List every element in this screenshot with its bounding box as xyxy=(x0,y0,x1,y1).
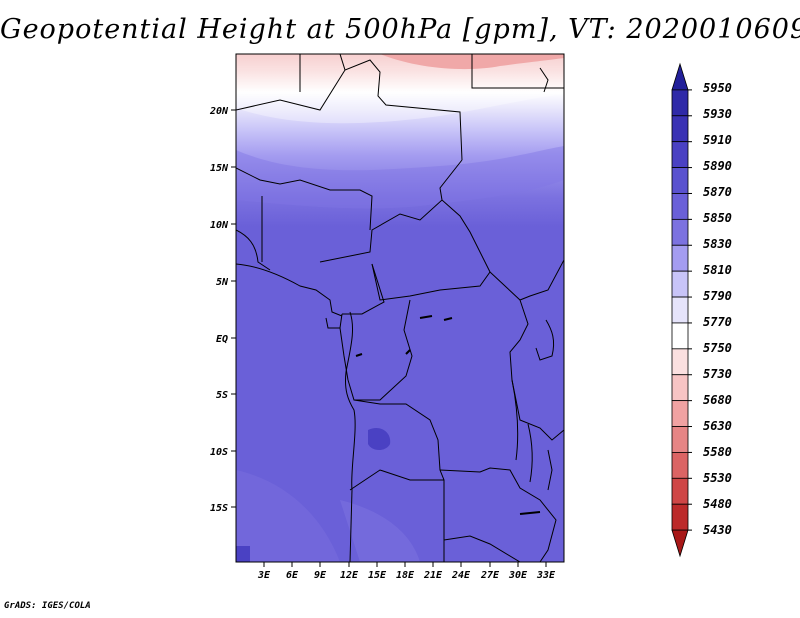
colorbar-label-5910: 5910 xyxy=(703,133,732,147)
colorbar-segment xyxy=(671,141,689,168)
country-borders xyxy=(236,54,564,562)
colorbar-segment xyxy=(671,322,689,350)
lat-label-20n: 20N xyxy=(209,106,229,117)
lon-label-21e: 21E xyxy=(423,570,443,581)
colorbar-segment xyxy=(671,374,689,402)
colorbar-label-5790: 5790 xyxy=(703,289,732,303)
colorbar-label-5810: 5810 xyxy=(703,263,732,277)
lon-label-12e: 12E xyxy=(340,570,359,581)
colorbar xyxy=(671,62,692,558)
colorbar-segment xyxy=(671,270,689,298)
colorbar-label-5430: 5430 xyxy=(703,523,732,537)
map-title: Geopotential Height at 500hPa [gpm], VT:… xyxy=(0,14,800,45)
lon-label-30e: 30E xyxy=(508,570,528,581)
colorbar-segment xyxy=(671,193,689,220)
lon-label-15e: 15E xyxy=(368,570,387,581)
colorbar-label-5870: 5870 xyxy=(703,185,732,199)
colorbar-label-5730: 5730 xyxy=(703,367,732,381)
lat-label-15n: 15N xyxy=(210,163,229,174)
grads-credit: GrADS: IGES/COLA xyxy=(4,601,91,611)
colorbar-segment xyxy=(671,348,689,376)
colorbar-segment xyxy=(671,62,689,91)
colorbar-segment xyxy=(671,529,689,558)
lon-label-24e: 24E xyxy=(451,570,471,581)
colorbar-segment xyxy=(671,218,689,246)
lat-label-5s: 5S xyxy=(216,390,228,401)
colorbar-label-5830: 5830 xyxy=(703,237,732,251)
lat-label-10n: 10N xyxy=(210,220,229,231)
colorbar-segment xyxy=(671,296,689,324)
lon-label-6e: 6E xyxy=(286,570,299,581)
colorbar-segment xyxy=(671,400,689,427)
colorbar-segment xyxy=(671,426,689,453)
colorbar-label-5530: 5530 xyxy=(703,471,732,485)
colorbar-label-5930: 5930 xyxy=(703,107,732,121)
lon-label-18e: 18E xyxy=(396,570,415,581)
colorbar-label-5580: 5580 xyxy=(703,445,732,459)
lon-label-27e: 27E xyxy=(480,570,500,581)
colorbar-label-5850: 5850 xyxy=(703,211,732,225)
colorbar-label-5630: 5630 xyxy=(703,419,732,433)
map-frame xyxy=(235,53,565,563)
colorbar-labels: 5950 5930 5910 5890 5870 5850 5830 5810 … xyxy=(703,81,732,537)
lat-label-10s: 10S xyxy=(210,447,228,458)
colorbar-label-5750: 5750 xyxy=(703,341,732,355)
colorbar-label-5680: 5680 xyxy=(703,393,732,407)
lon-tick-marks xyxy=(263,562,547,567)
colorbar-label-5770: 5770 xyxy=(703,315,732,329)
lat-tick-marks xyxy=(231,109,236,508)
colorbar-segment xyxy=(671,503,689,531)
lat-label-5n: 5N xyxy=(216,277,229,288)
colorbar-label-5950: 5950 xyxy=(703,81,732,95)
lat-label-eq: EQ xyxy=(216,334,228,345)
colorbar-segment xyxy=(671,452,689,479)
colorbar-segment xyxy=(671,244,689,272)
lon-label-9e: 9E xyxy=(314,570,327,581)
height-field xyxy=(236,54,564,562)
colorbar-label-5890: 5890 xyxy=(703,159,732,173)
colorbar-segment xyxy=(671,89,689,117)
colorbar-segment xyxy=(671,477,689,505)
lat-label-15s: 15S xyxy=(210,503,228,514)
lon-label-33e: 33E xyxy=(536,570,556,581)
colorbar-label-5480: 5480 xyxy=(703,497,732,511)
lon-label-3e: 3E xyxy=(257,570,271,581)
colorbar-segment xyxy=(671,167,689,194)
colorbar-segment xyxy=(671,115,689,143)
